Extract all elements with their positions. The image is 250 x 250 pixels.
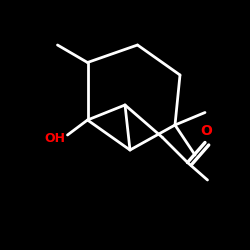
Text: O: O: [200, 124, 212, 138]
Text: OH: OH: [44, 132, 66, 145]
